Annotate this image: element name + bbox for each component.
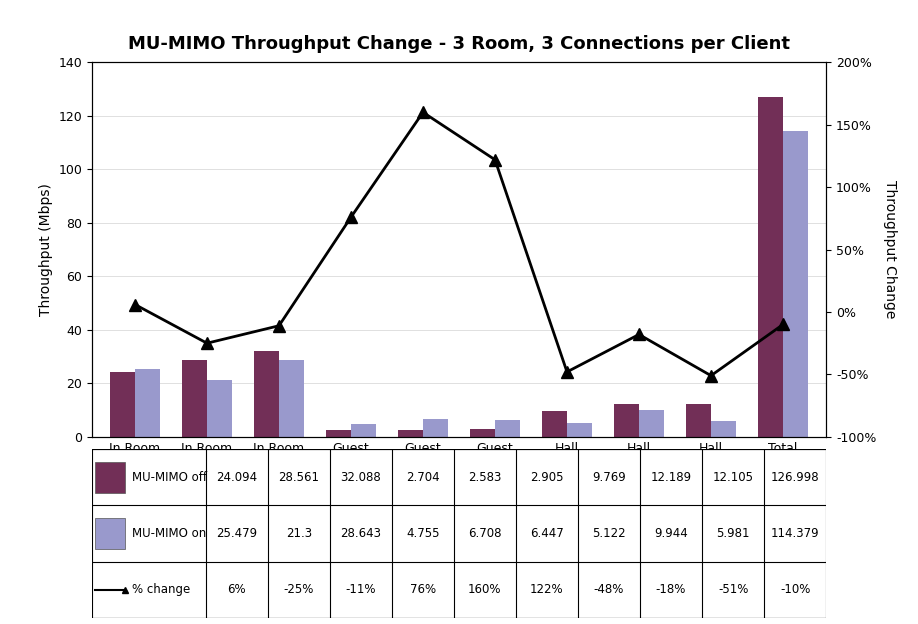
Text: 76%: 76% — [409, 583, 436, 596]
Bar — [253, 351, 279, 437]
Bar — [207, 380, 232, 437]
Text: 28.561: 28.561 — [278, 471, 319, 484]
Text: 122%: 122% — [530, 583, 564, 596]
Text: 2.583: 2.583 — [468, 471, 501, 484]
Bar — [326, 429, 351, 437]
Text: 2.704: 2.704 — [406, 471, 440, 484]
Text: % change: % change — [132, 583, 190, 596]
Text: MU-MIMO off: MU-MIMO off — [132, 471, 207, 484]
Text: 25.479: 25.479 — [216, 527, 257, 540]
FancyBboxPatch shape — [95, 518, 125, 549]
Text: -11%: -11% — [345, 583, 376, 596]
Bar — [567, 423, 592, 437]
Text: 126.998: 126.998 — [771, 471, 820, 484]
Bar — [757, 97, 783, 437]
Bar — [686, 404, 711, 437]
Bar — [279, 360, 304, 437]
Text: 6.447: 6.447 — [530, 527, 564, 540]
Text: 4.755: 4.755 — [406, 527, 440, 540]
Text: -48%: -48% — [594, 583, 624, 596]
Text: 12.105: 12.105 — [712, 471, 754, 484]
Bar — [397, 430, 423, 437]
Bar — [783, 131, 808, 437]
Text: 21.3: 21.3 — [285, 527, 312, 540]
Bar — [182, 361, 207, 437]
Text: 2.905: 2.905 — [531, 471, 564, 484]
Bar — [711, 421, 736, 437]
Bar — [351, 424, 376, 437]
FancyBboxPatch shape — [92, 449, 826, 618]
Text: -25%: -25% — [284, 583, 314, 596]
Text: 6%: 6% — [228, 583, 246, 596]
Y-axis label: Throughput Change: Throughput Change — [883, 180, 897, 319]
FancyBboxPatch shape — [95, 462, 125, 493]
Text: 6.708: 6.708 — [468, 527, 501, 540]
Text: 28.643: 28.643 — [341, 527, 381, 540]
Bar — [639, 410, 665, 437]
Text: -18%: -18% — [655, 583, 687, 596]
Y-axis label: Throughput (Mbps): Throughput (Mbps) — [39, 183, 52, 316]
Bar — [110, 373, 135, 437]
Bar — [495, 419, 521, 437]
Text: 5.981: 5.981 — [716, 527, 750, 540]
Bar — [542, 411, 567, 437]
Bar — [614, 404, 639, 437]
Text: 114.379: 114.379 — [771, 527, 820, 540]
Text: 9.944: 9.944 — [655, 527, 688, 540]
Bar — [135, 369, 161, 437]
Text: -10%: -10% — [780, 583, 811, 596]
Text: 24.094: 24.094 — [216, 471, 257, 484]
Bar — [470, 429, 495, 437]
Text: 12.189: 12.189 — [651, 471, 691, 484]
Text: -51%: -51% — [718, 583, 748, 596]
Text: 5.122: 5.122 — [592, 527, 626, 540]
Bar — [423, 419, 448, 437]
Text: 32.088: 32.088 — [341, 471, 381, 484]
Title: MU-MIMO Throughput Change - 3 Room, 3 Connections per Client: MU-MIMO Throughput Change - 3 Room, 3 Co… — [128, 34, 790, 52]
Text: 160%: 160% — [468, 583, 501, 596]
Text: MU-MIMO on: MU-MIMO on — [132, 527, 207, 540]
Text: 9.769: 9.769 — [592, 471, 626, 484]
